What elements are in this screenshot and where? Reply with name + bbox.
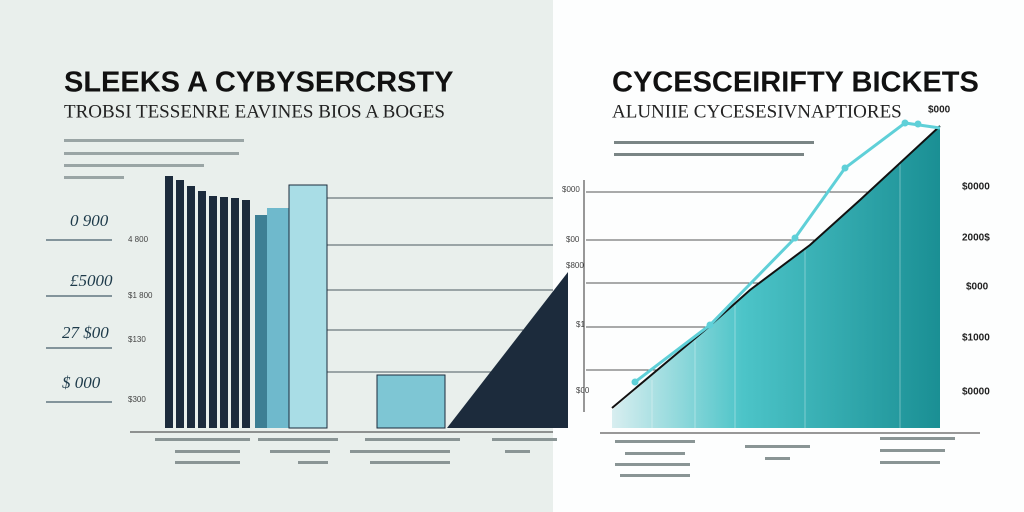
area (612, 126, 940, 428)
axis-label: $800 (566, 261, 584, 270)
axis-label: $130 (128, 335, 146, 344)
side-rules (46, 239, 112, 403)
subtitle: TROBSI TESSENRE EAVINES BIOS A BOGES (64, 101, 445, 122)
side-label: £5000 (70, 271, 113, 290)
bar (376, 374, 446, 429)
axis-label: $000 (562, 185, 580, 194)
cyan-line (634, 121, 941, 384)
text-lines (614, 141, 814, 156)
axis-label: $1 (576, 320, 585, 329)
axis-label: $1000 (962, 333, 990, 344)
top-label: $000 (928, 105, 951, 116)
axis-label: 4 800 (128, 235, 149, 244)
bar (288, 184, 328, 429)
area-dividers (651, 160, 901, 428)
bar (267, 208, 289, 428)
dark-wedge (447, 272, 568, 428)
side-label: 0 900 (70, 211, 109, 230)
right-panel: CYCESCEIRIFTY BICKETS ALUNIIE CYCESESIVN… (562, 67, 990, 477)
axis-label: $00 (576, 386, 590, 395)
text-lines (64, 139, 244, 179)
subtitle: ALUNIIE CYCESESIVNAPTIORES (612, 101, 902, 122)
axis-label: $1 800 (128, 291, 153, 300)
axis-label: 2000$ (962, 233, 990, 244)
line-points (631, 119, 922, 386)
left-panel: SLEEKS A CYBYSERCRSTY TROBSI TESSENRE EA… (46, 67, 568, 464)
axis-label: $0000 (962, 182, 990, 193)
axis-label: $0000 (962, 387, 990, 398)
side-label: 27 $00 (62, 323, 109, 342)
axis-label: $00 (566, 235, 580, 244)
category-lines (155, 438, 557, 464)
category-lines (615, 437, 955, 477)
axis-label: $300 (128, 395, 146, 404)
title: SLEEKS A CYBYSERCRSTY (64, 67, 453, 99)
axis-label: $000 (966, 282, 989, 293)
dark-bars (165, 176, 250, 428)
title: CYCESCEIRIFTY BICKETS (612, 67, 979, 99)
side-label: $ 000 (62, 373, 101, 392)
bar (255, 215, 267, 428)
dark-line (611, 125, 941, 409)
